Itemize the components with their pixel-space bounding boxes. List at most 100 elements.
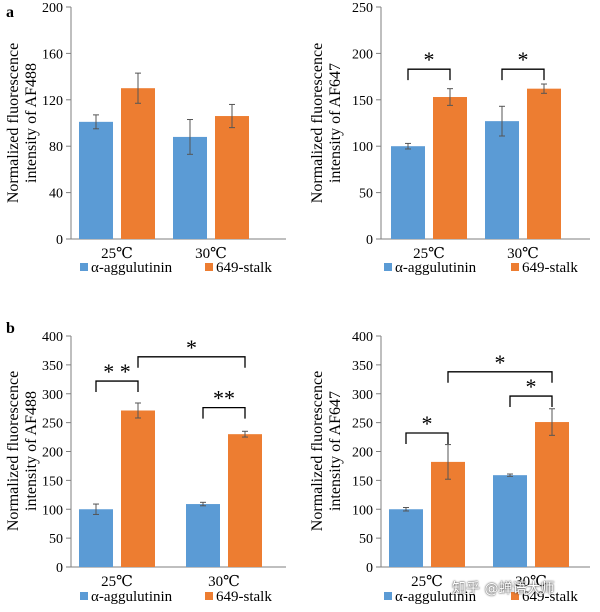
y-tick-label: 120	[42, 94, 63, 109]
y-tick-label: 400	[352, 330, 373, 345]
y-tick-label: 200	[352, 446, 373, 461]
legend-swatch	[80, 263, 88, 271]
y-tick-label: 150	[352, 94, 373, 109]
significance-mark: * *	[103, 359, 131, 384]
significance-mark: *	[424, 47, 435, 72]
legend-swatch	[384, 592, 392, 600]
significance-mark: *	[518, 47, 529, 72]
x-tick-label: 30℃	[208, 574, 240, 590]
legend-label: α-aggulutinin	[395, 589, 477, 605]
significance-mark: *	[526, 374, 537, 399]
y-tick-label: 250	[352, 1, 373, 16]
y-tick-label: 0	[366, 561, 373, 576]
bar-649-stalk	[535, 422, 569, 567]
bar-alpha-aggulutinin	[79, 509, 113, 567]
watermark: 知乎 @蝉语大师	[452, 581, 555, 597]
y-tick-label: 80	[49, 140, 63, 155]
bar-649-stalk	[527, 88, 561, 239]
significance-bracket	[95, 380, 139, 393]
legend-label: α-aggulutinin	[91, 589, 173, 605]
bar-alpha-aggulutinin	[79, 121, 113, 239]
bar-649-stalk	[215, 116, 249, 239]
legend-swatch	[511, 263, 519, 271]
y-axis-label: intensity of AF488	[23, 391, 40, 511]
panel-label-b: b	[6, 320, 15, 337]
y-tick-label: 50	[49, 532, 63, 547]
x-tick-label: 30℃	[195, 246, 227, 262]
y-tick-label: 100	[42, 503, 63, 518]
legend-swatch	[80, 592, 88, 600]
significance-mark: **	[213, 386, 235, 411]
x-tick-label: 25℃	[411, 574, 443, 590]
bar-alpha-aggulutinin	[389, 509, 423, 567]
bar-alpha-aggulutinin	[493, 475, 527, 567]
bar-alpha-aggulutinin	[391, 146, 425, 239]
y-tick-label: 160	[42, 47, 63, 62]
y-tick-label: 300	[352, 388, 373, 403]
x-tick-label: 30℃	[515, 574, 547, 590]
y-axis-label: intensity of AF488	[23, 63, 40, 183]
bar-alpha-aggulutinin	[186, 504, 220, 567]
chart-a-right: 0 50 100 150 200 250 25℃ 30℃ * * Normalized fluore…	[309, 1, 590, 276]
y-tick-label: 250	[42, 417, 63, 432]
y-tick-label: 200	[42, 1, 63, 16]
significance-bracket	[407, 68, 451, 81]
y-axis-label: intensity of AF647	[327, 391, 344, 511]
significance-bracket	[405, 432, 449, 445]
y-axis-label: Normalized fluorescence	[309, 43, 326, 203]
y-tick-label: 40	[49, 187, 63, 202]
legend-swatch	[205, 263, 213, 271]
x-tick-label: 25℃	[413, 246, 445, 262]
panel-label-a: a	[6, 4, 14, 21]
y-axis-label: intensity of AF647	[327, 63, 344, 183]
legend-label: 649-stalk	[216, 589, 272, 605]
y-tick-label: 250	[352, 417, 373, 432]
y-tick-label: 300	[42, 388, 63, 403]
legend-label: 649-stalk	[216, 260, 272, 276]
significance-bracket	[501, 68, 545, 81]
bar-649-stalk	[228, 434, 262, 567]
y-tick-label: 50	[359, 187, 373, 202]
y-tick-label: 350	[352, 359, 373, 374]
significance-bracket	[447, 371, 553, 383]
y-tick-label: 50	[359, 532, 373, 547]
y-axis-label: Normalized fluorescence	[5, 371, 22, 531]
y-tick-label: 0	[56, 233, 63, 248]
legend-label: 649-stalk	[522, 260, 578, 276]
legend-swatch	[205, 592, 213, 600]
legend-label: α-aggulutinin	[91, 260, 173, 276]
legend-swatch	[511, 592, 519, 600]
y-tick-label: 100	[352, 503, 373, 518]
charts-group: 0 40 80 120 160 200 25℃ 30℃ Normalized fluoresce…	[5, 1, 590, 605]
bar-649-stalk	[121, 410, 155, 567]
bar-649-stalk	[433, 97, 467, 240]
y-axis-label: Normalized fluorescence	[5, 43, 22, 203]
chart-a-left: 0 40 80 120 160 200 25℃ 30℃ Normalized fluoresce…	[5, 1, 286, 276]
y-tick-label: 0	[56, 561, 63, 576]
significance-bracket	[509, 395, 553, 408]
significance-bracket	[137, 356, 246, 368]
bar-alpha-aggulutinin	[485, 121, 519, 239]
y-tick-label: 350	[42, 359, 63, 374]
y-axis-label: Normalized fluorescence	[309, 371, 326, 531]
x-tick-label: 30℃	[507, 246, 539, 262]
legend-label: α-aggulutinin	[395, 260, 477, 276]
y-tick-label: 200	[42, 446, 63, 461]
y-tick-label: 150	[42, 474, 63, 489]
significance-bracket	[202, 406, 246, 419]
legend-swatch	[384, 263, 392, 271]
x-tick-label: 25℃	[101, 574, 133, 590]
significance-mark: *	[495, 350, 506, 375]
y-tick-label: 100	[352, 140, 373, 155]
y-tick-label: 400	[42, 330, 63, 345]
x-tick-label: 25℃	[101, 246, 133, 262]
legend-label: 649-stalk	[522, 589, 578, 605]
significance-mark: *	[186, 335, 197, 360]
y-tick-label: 200	[352, 47, 373, 62]
chart-b-right: 0 50 100 150 200 250 300 350 400 25℃ 30℃ * * * Normali…	[309, 330, 590, 605]
significance-mark: *	[422, 411, 433, 436]
y-tick-label: 150	[352, 474, 373, 489]
y-tick-label: 0	[366, 233, 373, 248]
